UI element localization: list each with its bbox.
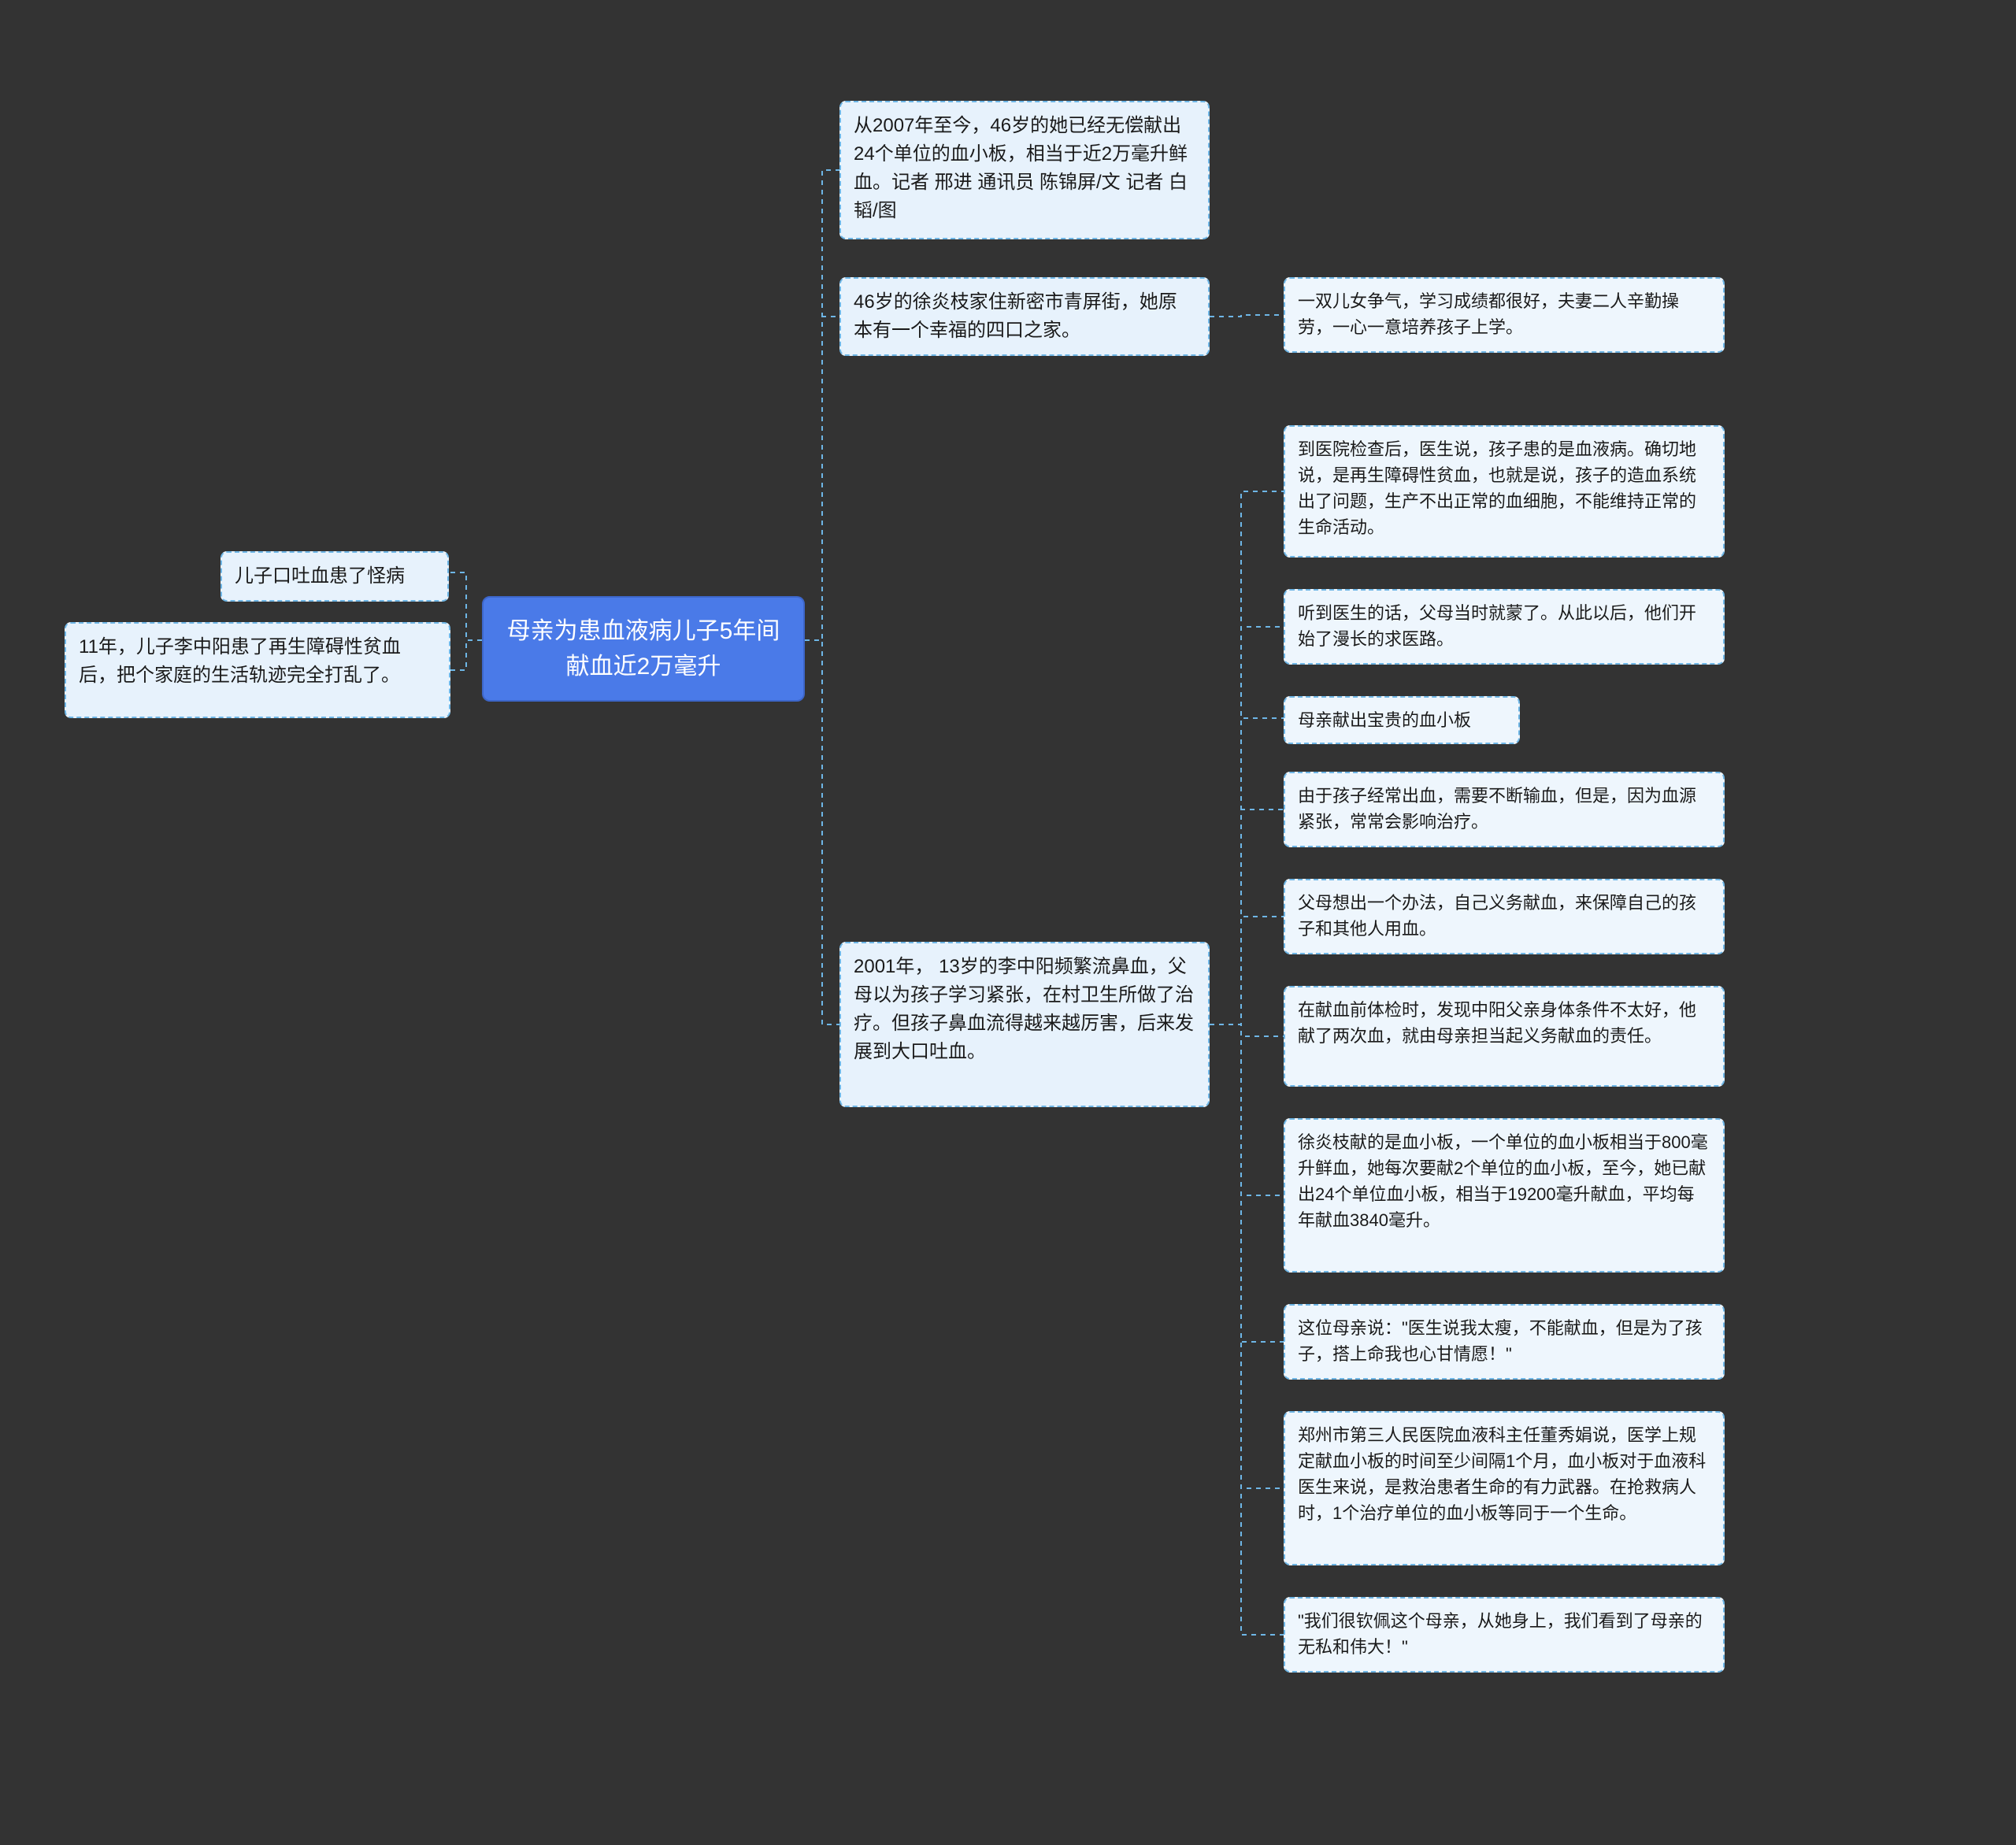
mindmap-node: 听到医生的话，父母当时就蒙了。从此以后，他们开始了漫长的求医路。 (1284, 589, 1725, 665)
mindmap-node: 徐炎枝献的是血小板，一个单位的血小板相当于800毫升鲜血，她每次要献2个单位的血… (1284, 1118, 1725, 1273)
mindmap-node: 儿子口吐血患了怪病 (220, 551, 449, 602)
mindmap-node: 在献血前体检时，发现中阳父亲身体条件不太好，他献了两次血，就由母亲担当起义务献血… (1284, 986, 1725, 1087)
mindmap-node: 一双儿女争气，学习成绩都很好，夫妻二人辛勤操劳，一心一意培养孩子上学。 (1284, 277, 1725, 353)
mindmap-node: 从2007年至今，46岁的她已经无偿献出24个单位的血小板，相当于近2万毫升鲜血… (839, 101, 1210, 239)
mindmap-node: "我们很钦佩这个母亲，从她身上，我们看到了母亲的无私和伟大！" (1284, 1597, 1725, 1673)
mindmap-root: 母亲为患血液病儿子5年间献血近2万毫升 (482, 596, 805, 702)
mindmap-node: 11年，儿子李中阳患了再生障碍性贫血后，把个家庭的生活轨迹完全打乱了。 (65, 622, 450, 718)
mindmap-node: 2001年， 13岁的李中阳频繁流鼻血，父母以为孩子学习紧张，在村卫生所做了治疗… (839, 942, 1210, 1107)
mindmap-node: 46岁的徐炎枝家住新密市青屏街，她原本有一个幸福的四口之家。 (839, 277, 1210, 356)
mindmap-node: 由于孩子经常出血，需要不断输血，但是，因为血源紧张，常常会影响治疗。 (1284, 772, 1725, 847)
mindmap-node: 这位母亲说："医生说我太瘦，不能献血，但是为了孩子，搭上命我也心甘情愿！" (1284, 1304, 1725, 1380)
mindmap-node: 郑州市第三人民医院血液科主任董秀娟说，医学上规定献血小板的时间至少间隔1个月，血… (1284, 1411, 1725, 1565)
mindmap-node: 父母想出一个办法，自己义务献血，来保障自己的孩子和其他人用血。 (1284, 879, 1725, 954)
mindmap-node: 母亲献出宝贵的血小板 (1284, 696, 1520, 744)
mindmap-node: 到医院检查后，医生说，孩子患的是血液病。确切地说，是再生障碍性贫血，也就是说，孩… (1284, 425, 1725, 558)
